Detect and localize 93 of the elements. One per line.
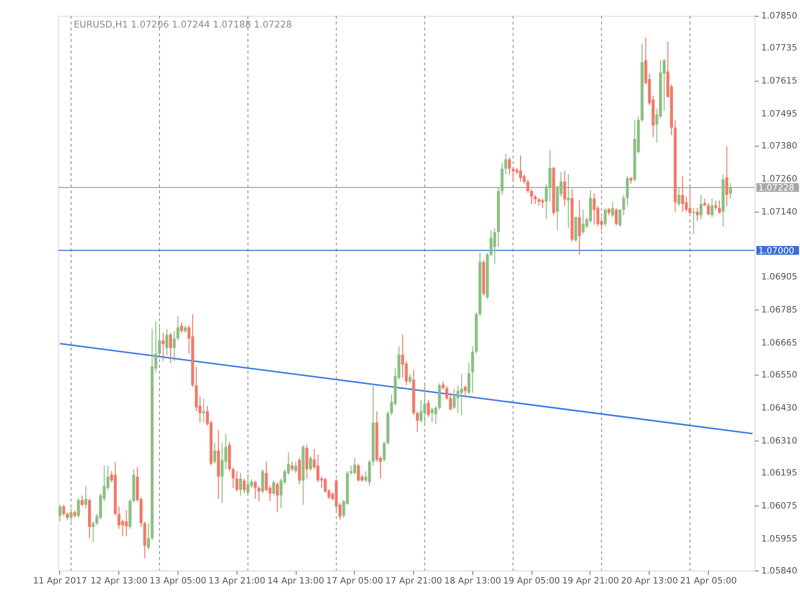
x-tick-label: 21 Apr 05:00 (680, 576, 737, 587)
candlestick (356, 463, 360, 482)
candlestick (235, 470, 238, 492)
y-tick-label: 1.05840 (761, 566, 798, 576)
y-tick-label: 1.07140 (761, 208, 798, 218)
candlestick (423, 384, 426, 425)
x-tick-label: 12 Apr 13:00 (90, 576, 148, 587)
y-tick-label: 1.06550 (761, 370, 798, 380)
candlestick (688, 186, 692, 214)
candlestick (401, 334, 404, 378)
candlestick (681, 176, 684, 212)
candlestick (430, 407, 434, 424)
candlestick (246, 473, 250, 494)
x-tick-label: 17 Apr 21:00 (385, 576, 442, 587)
y-tick-label: 1.07735 (761, 43, 798, 54)
candlestick (578, 200, 581, 256)
candlestick (162, 332, 165, 362)
ref-line-label: 1.07228 (758, 183, 794, 194)
y-tick-label: 1.06785 (761, 306, 798, 316)
y-tick-label: 1.05955 (761, 534, 798, 545)
candlestick (80, 494, 84, 507)
candlestick (298, 457, 301, 485)
x-tick-label: 19 Apr 05:00 (503, 576, 560, 587)
candlestick (261, 468, 264, 494)
candlestick (706, 202, 710, 216)
candlestick (305, 444, 308, 480)
y-tick-label: 1.06905 (761, 272, 798, 283)
y-tick-label: 1.06665 (761, 338, 798, 349)
candlestick (582, 209, 585, 235)
candlestick (70, 508, 73, 522)
candlestick (180, 322, 184, 334)
x-tick-label: 18 Apr 13:00 (444, 576, 502, 587)
candlestick (710, 198, 714, 218)
candlestick (700, 194, 702, 220)
y-tick-label: 1.07615 (761, 76, 798, 87)
candlestick (176, 316, 180, 341)
candlestick (460, 374, 464, 416)
y-tick-label: 1.07495 (761, 110, 798, 120)
y-tick-label: 1.06195 (761, 468, 798, 478)
y-tick-label: 1.07380 (761, 141, 798, 152)
candlestick (677, 186, 680, 206)
candlestick (92, 520, 95, 543)
candlestick (169, 332, 172, 364)
candlestick (611, 202, 614, 218)
candlestick (519, 154, 522, 182)
ref-line-label: 1.07000 (758, 246, 794, 256)
candlestick (729, 182, 732, 199)
candlestick (471, 346, 474, 394)
candlestick (426, 399, 430, 418)
x-tick-label: 13 Apr 21:00 (208, 576, 266, 587)
x-tick-label: 20 Apr 13:00 (621, 576, 678, 587)
y-tick-label: 1.06075 (761, 502, 798, 512)
chart-title: EURUSD,H1 1.07206 1.07244 1.07188 1.07228 (74, 19, 292, 30)
candlestick (172, 330, 176, 362)
candlestick (725, 146, 728, 206)
candlestick (58, 504, 62, 522)
candlestick (566, 174, 570, 229)
candlestick (696, 207, 699, 222)
candlestick (563, 170, 566, 206)
x-tick-label: 14 Apr 13:00 (267, 576, 324, 587)
candlestick (541, 198, 544, 208)
candlestick (220, 442, 224, 504)
candlestick (124, 510, 128, 537)
candlestick (84, 486, 88, 509)
candlestick (242, 478, 246, 494)
x-tick-label: 13 Apr 05:00 (149, 576, 206, 587)
y-tick-label: 1.07850 (761, 12, 798, 22)
candlestick (692, 207, 696, 235)
candlestick (493, 228, 496, 264)
candlestick (534, 194, 537, 205)
y-tick-label: 1.06430 (761, 404, 798, 414)
x-tick-label: 11 Apr 2017 (33, 576, 87, 587)
candlestick (276, 482, 279, 513)
candlestick (408, 374, 412, 384)
candlestick (272, 480, 276, 496)
candlestick (592, 192, 596, 226)
candlestick (165, 328, 168, 356)
candlestick (416, 410, 419, 432)
candlestick (294, 461, 298, 474)
candlestick (626, 176, 629, 206)
candlestick (290, 461, 294, 472)
candlestick (718, 200, 721, 214)
x-tick-label: 17 Apr 05:00 (326, 576, 384, 587)
candlestick (309, 456, 312, 472)
y-tick-label: 1.06310 (761, 436, 798, 447)
x-tick-label: 19 Apr 21:00 (562, 576, 619, 587)
candlestick (614, 207, 618, 226)
candlestick (76, 496, 80, 518)
candlestick (239, 472, 242, 496)
candlestick (382, 440, 386, 462)
candlestick (62, 504, 66, 516)
candlestick (452, 388, 456, 410)
y-tick-label: 1.07260 (761, 174, 798, 185)
